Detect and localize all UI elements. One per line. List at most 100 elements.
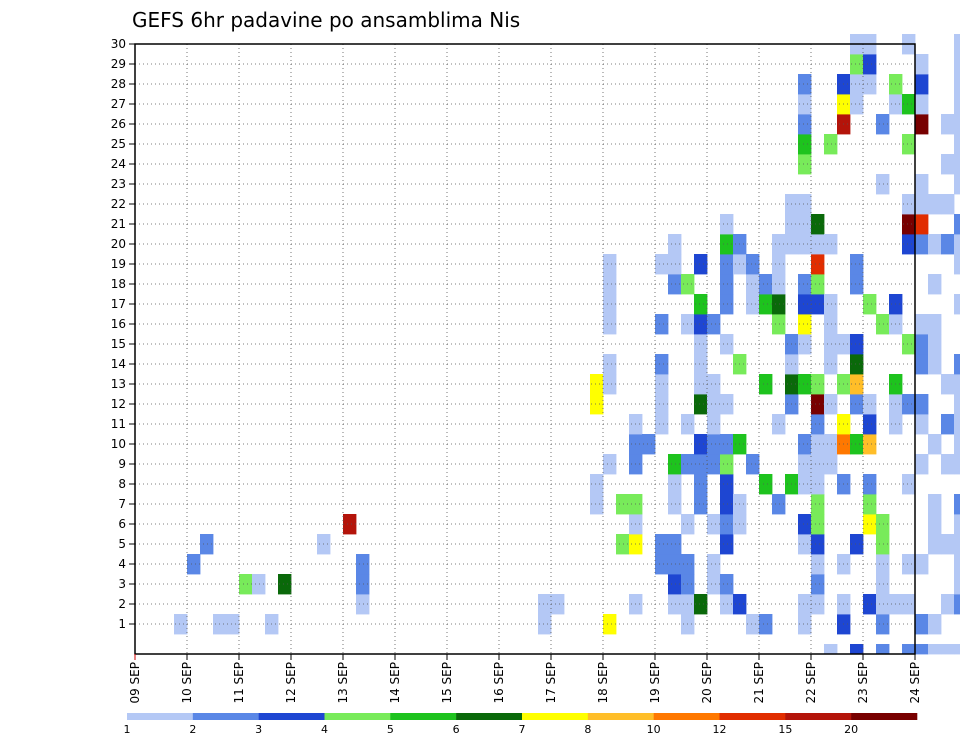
heat-cell [278,574,292,595]
heat-cell [850,54,864,75]
heat-cell [720,214,734,235]
heat-cell [941,194,955,215]
y-tick-label: 1 [118,617,126,631]
heat-cell [824,294,838,315]
heat-cell [915,114,929,135]
heat-cell [720,394,734,415]
heat-cell [668,454,682,475]
chart-title: GEFS 6hr padavine po ansamblima Nis [132,8,520,32]
heat-cell [954,434,960,455]
heat-cell [720,494,734,515]
heat-cell [915,414,929,435]
colorbar-label: 1 [124,723,131,736]
colorbar-swatch [522,713,589,720]
heat-cell [707,374,721,395]
y-tick-label: 16 [111,317,126,331]
y-tick-label: 13 [111,377,126,391]
cells-layer [174,34,960,655]
heat-cell [668,574,682,595]
y-tick-label: 30 [111,37,126,51]
heat-cell [798,434,812,455]
y-tick-label: 10 [111,437,126,451]
heat-cell [902,134,916,155]
heat-cell [824,394,838,415]
heat-cell [954,134,960,155]
heat-cell [655,354,669,375]
heat-cell [811,294,825,315]
heat-cell [772,254,786,275]
heat-cell [954,154,960,175]
heat-cell [668,494,682,515]
heat-cell [772,314,786,335]
heat-cell [941,154,955,175]
heat-cell [863,414,877,435]
heat-cell [603,314,617,335]
heat-cell [655,254,669,275]
heat-cell [811,554,825,575]
heat-cell [928,644,942,655]
heat-cell [356,574,370,595]
heat-cell [603,374,617,395]
heat-cell [694,254,708,275]
colorbar-swatch [390,713,457,720]
heat-cell [746,454,760,475]
heat-cell [655,534,669,555]
heat-cell [954,34,960,55]
heat-cell [746,294,760,315]
heat-cell [811,434,825,455]
colorbar-label: 3 [255,723,262,736]
heat-cell [174,614,188,635]
heat-cell [850,74,864,95]
x-tick-label: 17 SEP [544,662,558,704]
y-tick-label: 2 [118,597,126,611]
heat-cell [863,474,877,495]
y-tick-label: 12 [111,397,126,411]
y-tick-label: 8 [118,477,126,491]
heat-cell [928,334,942,355]
heat-cell [694,474,708,495]
heat-cell [655,554,669,575]
heat-cell [226,614,240,635]
heat-cell [824,314,838,335]
heat-cell [772,294,786,315]
heat-cell [915,314,929,335]
y-tick-label: 29 [111,57,126,71]
colorbar-swatch [587,713,654,720]
heat-cell [954,114,960,135]
heat-cell [915,454,929,475]
colorbar-swatch [785,713,852,720]
x-tick-label: 22 SEP [804,662,818,704]
heat-cell [759,614,773,635]
heat-cell [655,394,669,415]
heat-cell [915,54,929,75]
heat-cell [915,614,929,635]
heat-cell [720,534,734,555]
heat-cell [928,234,942,255]
heat-cell [746,254,760,275]
heat-cell [811,274,825,295]
heat-cell [902,94,916,115]
heat-cell [655,414,669,435]
heat-cell [603,614,617,635]
heat-cell [798,294,812,315]
heat-cell [707,574,721,595]
heat-cell [759,274,773,295]
heat-cell [590,394,604,415]
heat-cell [694,374,708,395]
heat-cell [954,554,960,575]
heat-cell [928,434,942,455]
heat-cell [668,234,682,255]
heat-cell [720,594,734,615]
x-tick-label: 13 SEP [336,662,350,704]
x-tick-label: 24 SEP [908,662,922,704]
heat-cell [811,494,825,515]
heat-cell [668,554,682,575]
heat-cell [954,574,960,595]
heat-cell [356,554,370,575]
heat-cell [928,354,942,375]
heat-cell [772,494,786,515]
heat-cell [954,594,960,615]
heat-cell [551,594,565,615]
heat-cell [928,494,942,515]
